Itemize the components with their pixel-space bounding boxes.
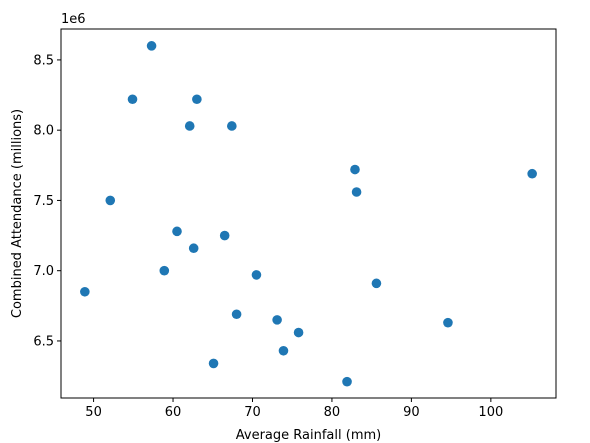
plot-frame — [60, 28, 557, 399]
data-point — [208, 358, 219, 369]
y-tick-label: 7.5 — [33, 194, 54, 209]
x-tick-label: 70 — [244, 405, 261, 420]
x-tick-label: 100 — [478, 405, 503, 420]
y-tick-label: 8.0 — [33, 124, 54, 139]
data-point — [80, 286, 90, 297]
x-tick-label: 50 — [85, 405, 102, 420]
data-points-group — [80, 41, 537, 387]
data-point — [192, 94, 202, 105]
data-point — [251, 270, 262, 280]
data-point — [350, 164, 360, 175]
data-point — [371, 278, 382, 289]
data-point — [272, 315, 282, 325]
data-point — [278, 345, 289, 356]
data-point — [188, 243, 199, 254]
data-point — [443, 317, 453, 328]
x-axis-label: Average Rainfall (mm) — [236, 428, 381, 443]
y-tick-label: 6.5 — [33, 334, 54, 349]
data-point — [219, 230, 230, 241]
data-point — [293, 327, 304, 338]
y-tick-label: 7.0 — [33, 264, 54, 279]
data-point — [231, 309, 242, 320]
data-point — [527, 168, 537, 179]
data-point — [105, 195, 116, 206]
data-point — [342, 376, 352, 387]
data-point — [127, 94, 138, 105]
y-axis-offset-label: 1e6 — [61, 12, 86, 27]
x-tick-label: 80 — [324, 405, 341, 420]
data-point — [351, 187, 362, 197]
y-axis-label: Combined Attendance (millions) — [10, 109, 25, 318]
x-tick-label: 90 — [403, 405, 420, 420]
data-point — [184, 121, 195, 131]
y-tick-label: 8.5 — [33, 53, 54, 68]
x-tick-label: 60 — [165, 405, 182, 420]
data-point — [172, 226, 182, 237]
data-point — [146, 41, 157, 51]
tick-group: 50 60 70 80 90 100 6.5 7.0 7.5 8.0 8.5 — [33, 53, 503, 420]
data-point — [227, 121, 237, 131]
data-point — [159, 265, 170, 276]
